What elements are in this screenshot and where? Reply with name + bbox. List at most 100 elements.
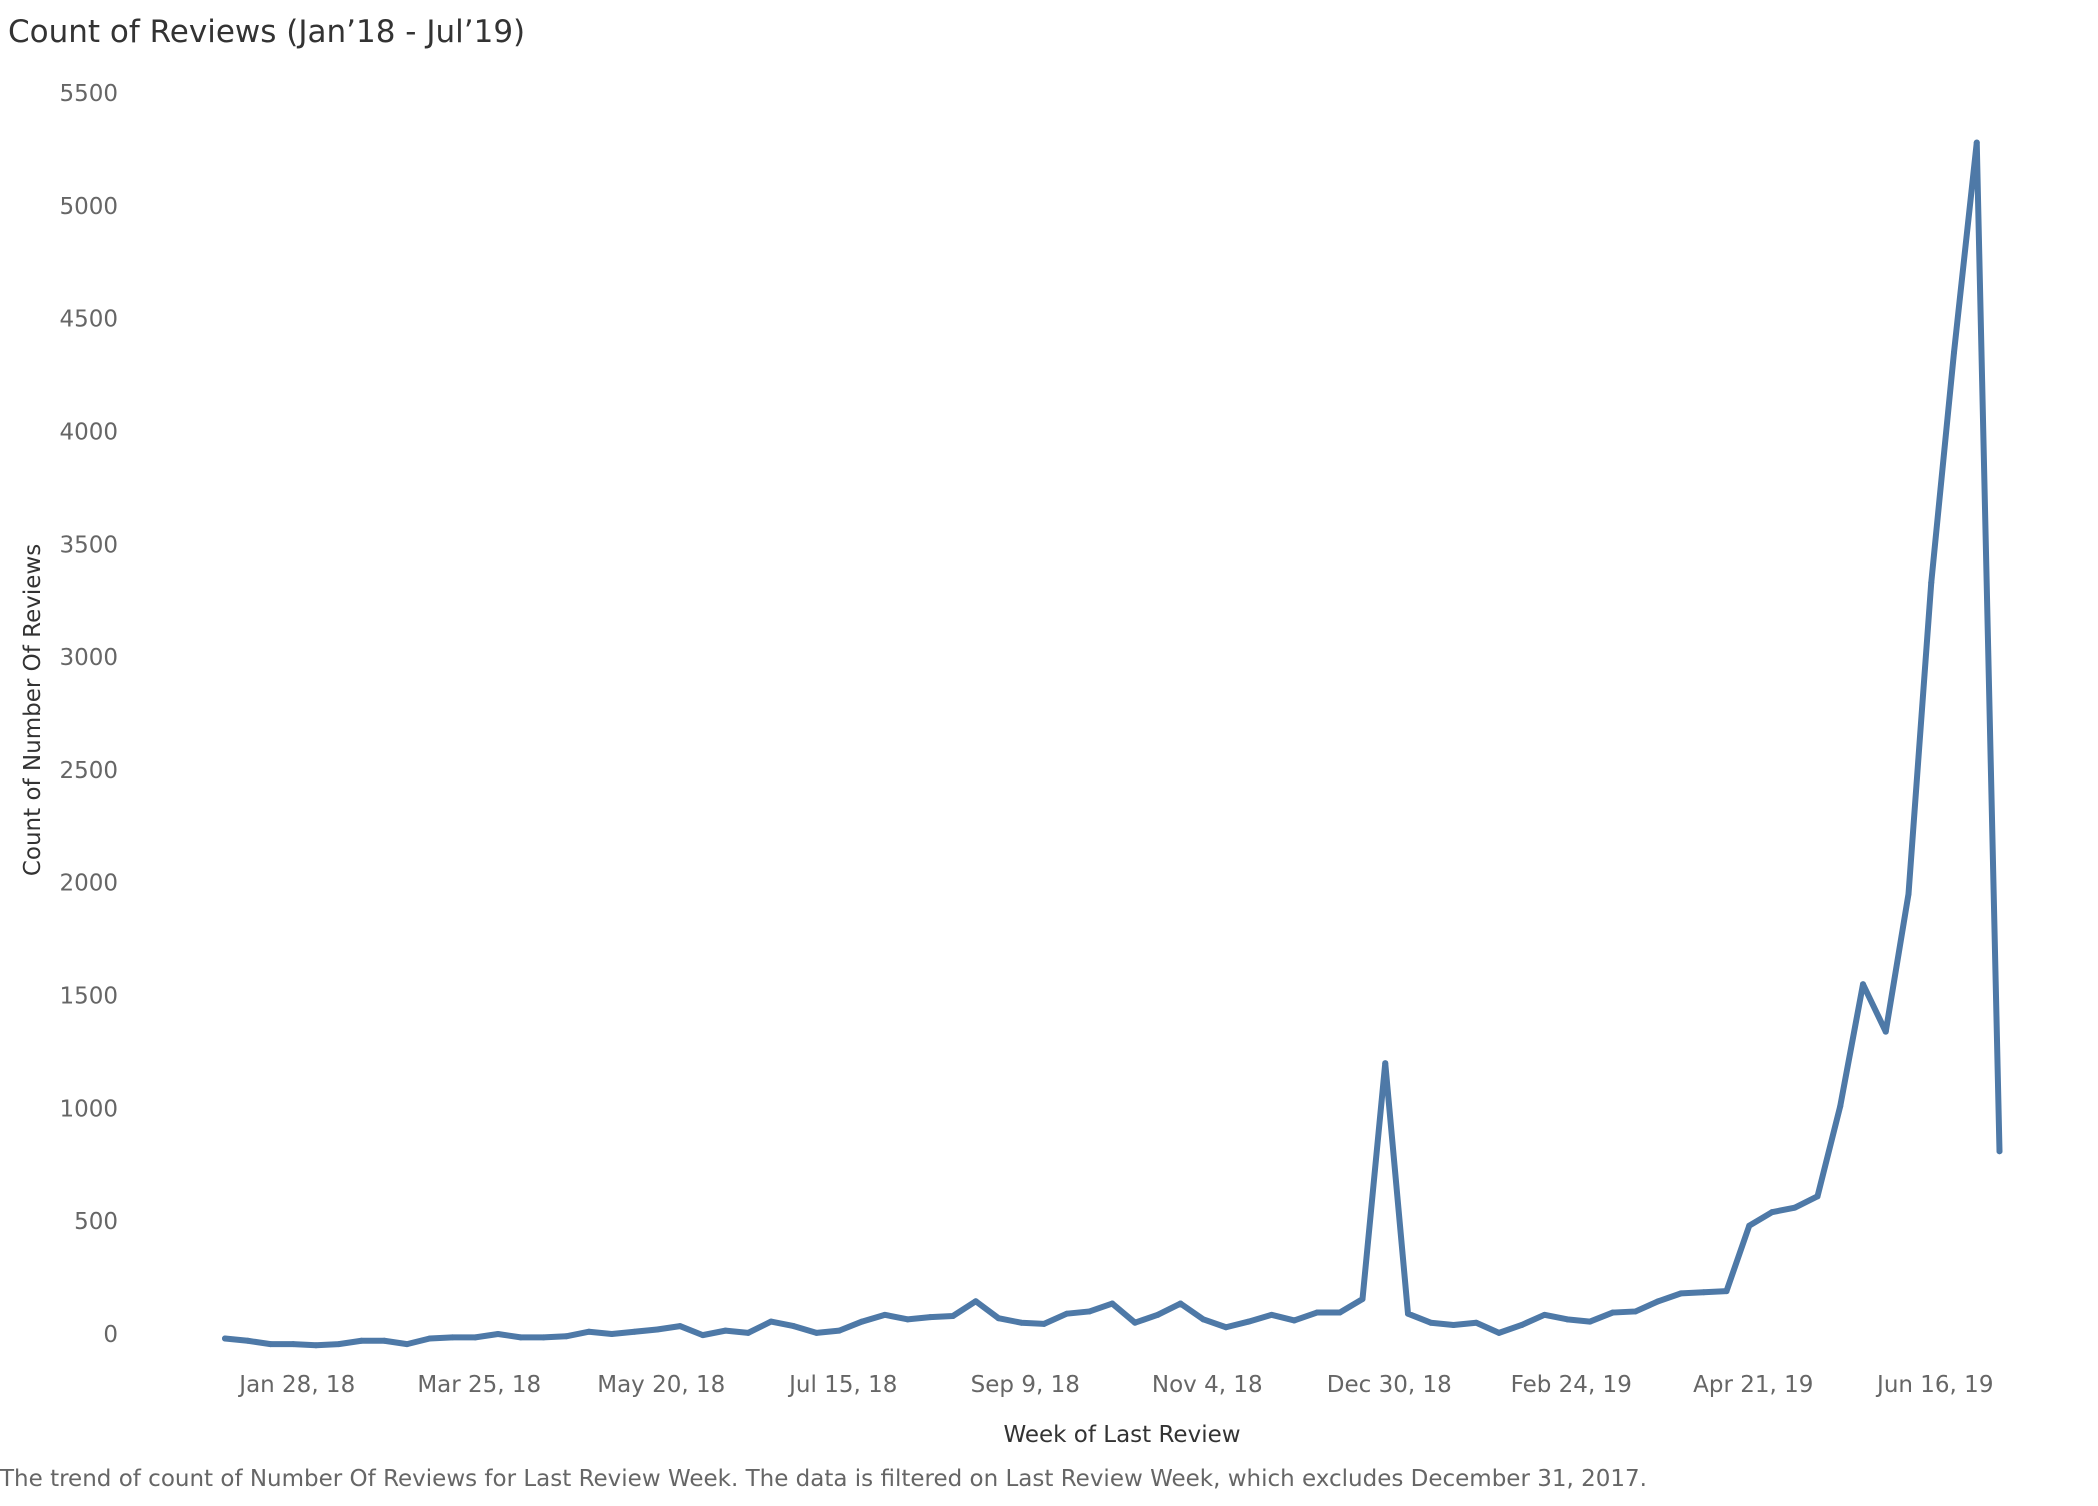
data-point xyxy=(1359,1296,1366,1303)
data-point xyxy=(1905,891,1912,898)
data-point xyxy=(1791,1204,1798,1211)
data-point xyxy=(1700,1289,1707,1296)
data-point xyxy=(677,1323,683,1330)
data-point xyxy=(1382,1060,1389,1067)
data-point xyxy=(1518,1321,1525,1328)
data-point xyxy=(631,1328,638,1335)
data-point xyxy=(927,1314,934,1321)
data-point xyxy=(813,1329,820,1336)
data-point xyxy=(1268,1311,1275,1318)
data-point xyxy=(1928,579,1935,586)
y-tick-label: 5500 xyxy=(59,81,118,107)
y-tick-label: 1500 xyxy=(59,984,118,1010)
data-point xyxy=(267,1341,274,1348)
data-point xyxy=(1405,1310,1411,1317)
data-point xyxy=(1336,1309,1343,1316)
data-point xyxy=(1564,1316,1571,1323)
data-point xyxy=(472,1334,479,1341)
data-point xyxy=(608,1331,615,1337)
data-point xyxy=(995,1315,1002,1322)
data-point xyxy=(222,1335,228,1342)
data-point xyxy=(950,1312,956,1319)
y-axis-title: Count of Number Of Reviews xyxy=(20,544,46,876)
data-point xyxy=(1882,1028,1889,1035)
data-point xyxy=(1860,981,1866,988)
data-point xyxy=(1450,1321,1457,1328)
data-point xyxy=(1177,1300,1184,1307)
y-tick-label: 500 xyxy=(74,1209,118,1235)
data-point xyxy=(1655,1298,1662,1305)
data-point xyxy=(1314,1309,1320,1316)
data-point xyxy=(859,1318,865,1325)
data-point xyxy=(1996,1148,2003,1155)
chart-caption: The trend of count of Number Of Reviews … xyxy=(0,1466,1647,1492)
data-point xyxy=(1154,1311,1161,1318)
data-point xyxy=(1496,1329,1502,1336)
data-point xyxy=(313,1342,319,1349)
data-point xyxy=(790,1323,797,1330)
y-tick-label: 3000 xyxy=(59,645,118,671)
data-point xyxy=(426,1335,433,1342)
data-point xyxy=(495,1331,501,1337)
x-tick-label: Feb 24, 19 xyxy=(1511,1372,1632,1398)
data-point xyxy=(1837,1103,1844,1110)
data-point xyxy=(972,1298,979,1305)
x-tick-label: Apr 21, 19 xyxy=(1693,1372,1813,1398)
x-tick-label: Jun 16, 19 xyxy=(1875,1372,1993,1398)
y-tick-label: 1000 xyxy=(59,1096,118,1122)
y-tick-label: 5000 xyxy=(59,194,118,220)
data-point xyxy=(745,1329,752,1336)
data-point xyxy=(1973,139,1980,146)
y-tick-label: 4000 xyxy=(59,419,118,445)
data-point xyxy=(1291,1317,1298,1324)
data-point xyxy=(1041,1320,1047,1327)
data-point xyxy=(586,1328,592,1335)
data-point xyxy=(1200,1316,1207,1323)
data-point xyxy=(654,1326,661,1333)
y-tick-label: 4500 xyxy=(59,307,118,333)
data-point xyxy=(1086,1308,1093,1315)
data-point xyxy=(1541,1311,1548,1318)
data-point xyxy=(244,1337,251,1344)
data-point xyxy=(1473,1319,1480,1326)
x-tick-label: Jul 15, 18 xyxy=(787,1372,897,1398)
data-point xyxy=(1632,1308,1639,1315)
data-point xyxy=(881,1311,888,1318)
x-axis-title: Week of Last Review xyxy=(1003,1422,1240,1448)
x-tick-label: May 20, 18 xyxy=(597,1372,725,1398)
y-tick-label: 3500 xyxy=(59,532,118,558)
data-point xyxy=(1814,1193,1821,1200)
data-point xyxy=(1609,1309,1616,1316)
x-tick-label: Nov 4, 18 xyxy=(1152,1372,1263,1398)
data-point xyxy=(517,1334,524,1341)
data-point xyxy=(1109,1300,1116,1307)
data-point xyxy=(1427,1319,1434,1326)
data-point xyxy=(1018,1319,1025,1326)
data-point xyxy=(1951,349,1957,356)
data-points xyxy=(222,139,2003,1349)
data-point xyxy=(1063,1310,1070,1317)
y-tick-label: 0 xyxy=(103,1322,118,1348)
series-line-reviews xyxy=(222,139,2003,1349)
x-tick-label: Sep 9, 18 xyxy=(971,1372,1080,1398)
data-point xyxy=(540,1334,547,1341)
data-point xyxy=(358,1337,365,1344)
data-point xyxy=(290,1341,297,1348)
data-point xyxy=(335,1341,342,1348)
y-tick-label: 2500 xyxy=(59,758,118,784)
data-point xyxy=(768,1318,774,1325)
data-point xyxy=(836,1327,843,1334)
x-tick-label: Mar 25, 18 xyxy=(417,1372,541,1398)
y-tick-label: 2000 xyxy=(59,871,118,897)
data-point xyxy=(1132,1319,1138,1326)
data-point xyxy=(904,1316,911,1323)
data-point xyxy=(1746,1222,1753,1229)
data-point xyxy=(404,1341,410,1348)
x-axis-ticks: Jan 28, 18 Mar 25, 18 May 20, 18 Jul 15, 18… xyxy=(237,1372,1993,1398)
data-point xyxy=(449,1334,456,1341)
data-point xyxy=(381,1337,388,1344)
data-point xyxy=(1587,1318,1593,1325)
y-axis-ticks: 0 500 1000 1500 2000 2500 3000 3500 4000 4500 5000… xyxy=(59,81,118,1348)
data-point xyxy=(1678,1290,1684,1297)
